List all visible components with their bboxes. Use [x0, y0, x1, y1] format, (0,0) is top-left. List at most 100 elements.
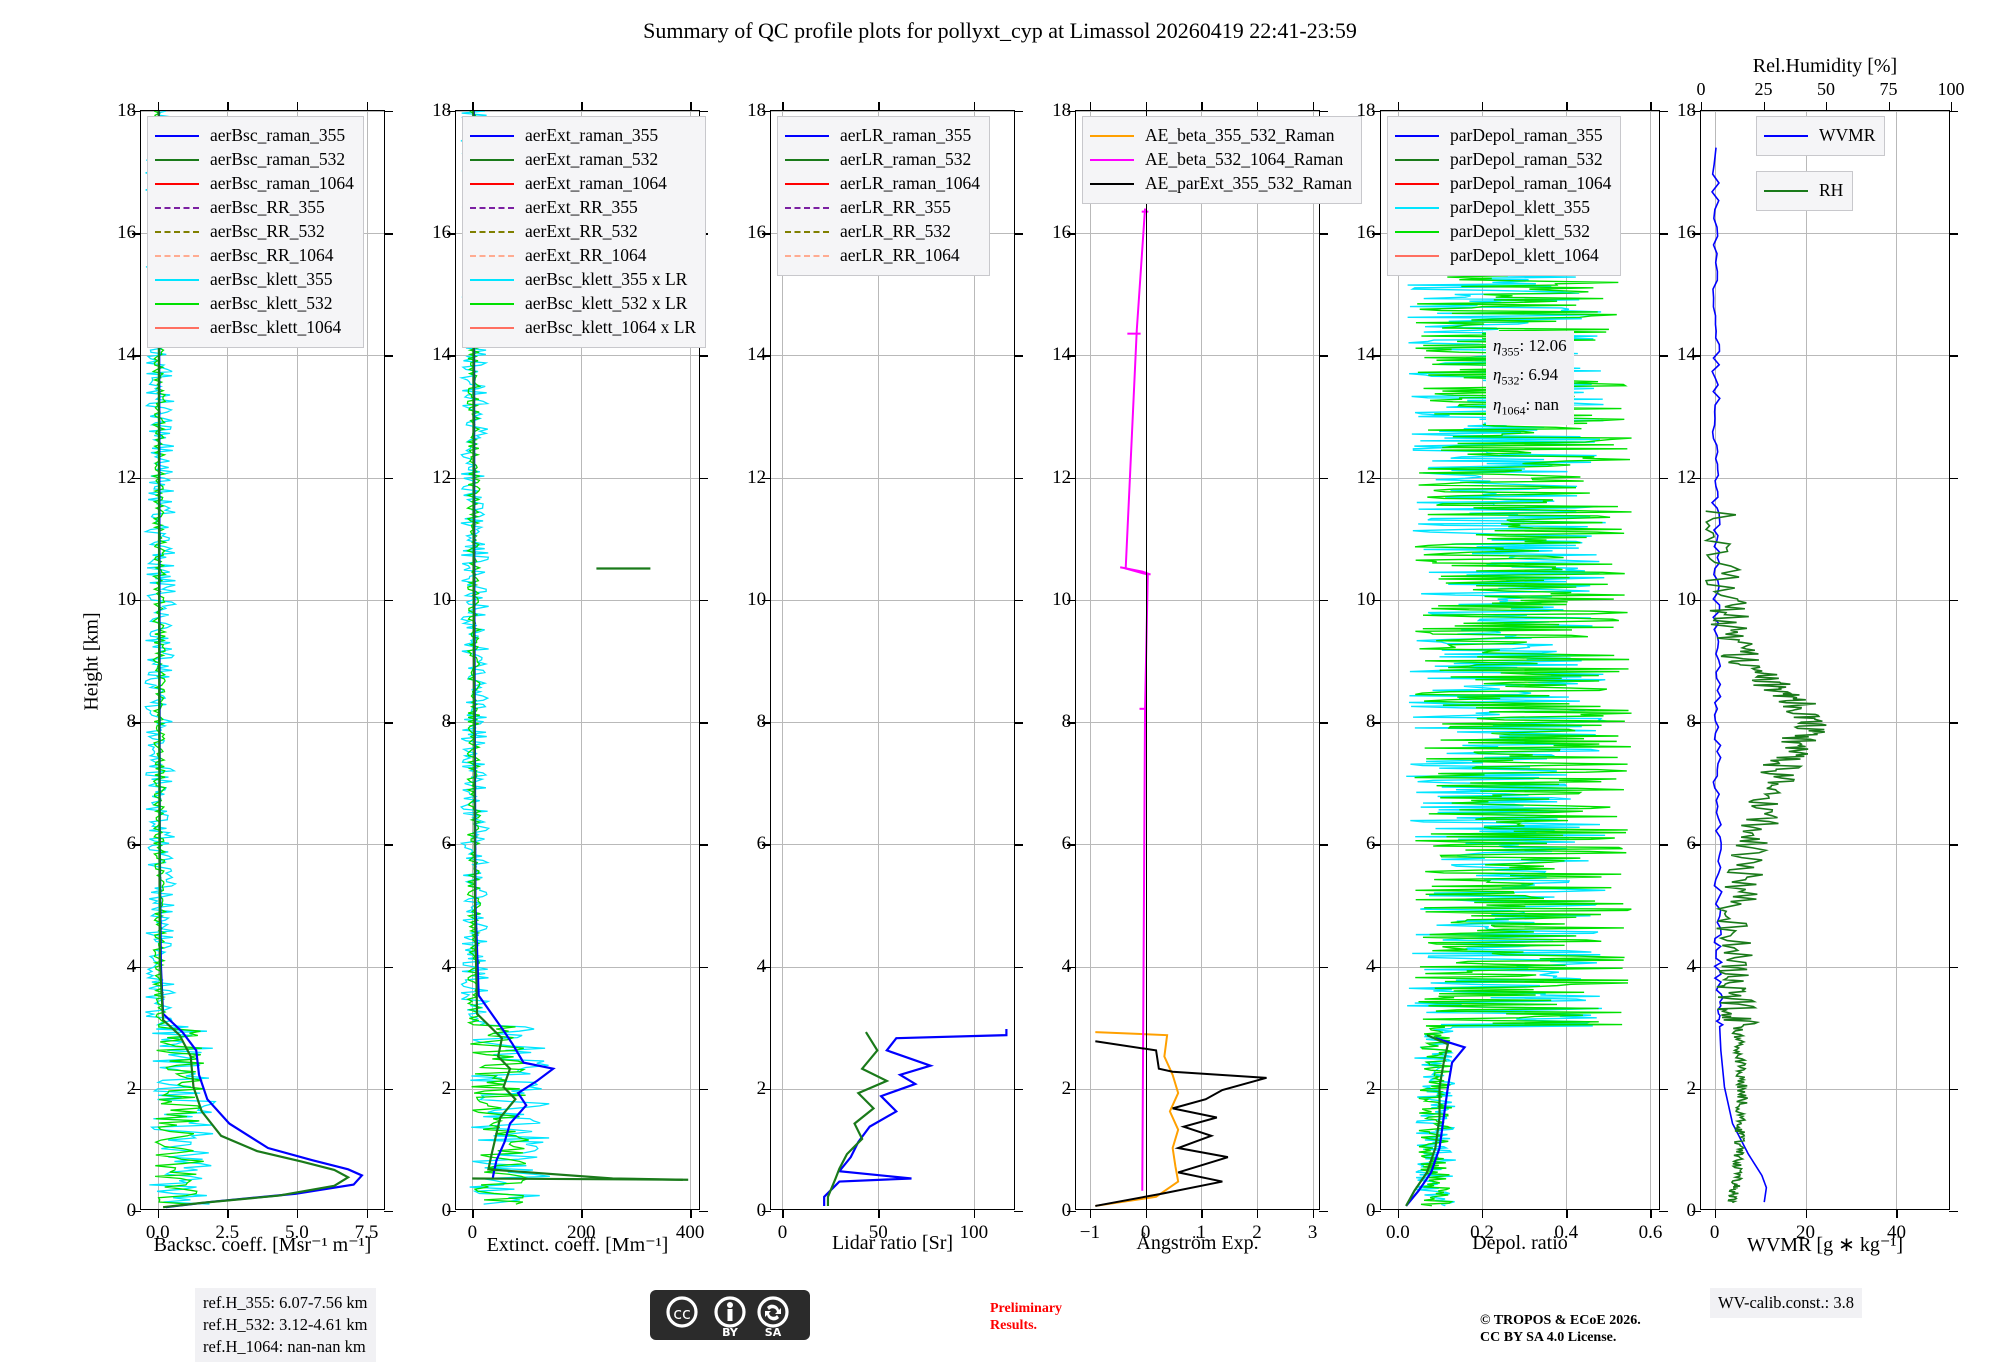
legend-row[interactable]: aerBsc_klett_532	[155, 292, 354, 316]
y-tick	[1949, 599, 1958, 602]
gridline-v	[1650, 111, 1652, 1209]
legend-row[interactable]: aerExt_RR_532	[470, 220, 696, 244]
gridline-h	[456, 844, 699, 846]
legend-row[interactable]: aerBsc_raman_1064	[155, 172, 354, 196]
y-tick	[1372, 477, 1381, 480]
wv-calib-box: WV-calib.const.: 3.8	[1710, 1288, 1862, 1318]
legend-label: aerLR_RR_355	[840, 197, 951, 218]
legend-swatch	[1395, 183, 1439, 185]
legend-row[interactable]: parDepol_raman_1064	[1395, 172, 1611, 196]
legend-row[interactable]: aerLR_raman_532	[785, 148, 980, 172]
legend-row[interactable]: aerLR_raman_1064	[785, 172, 980, 196]
legend-row[interactable]: AE_beta_355_532_Raman	[1090, 124, 1352, 148]
preliminary-line: Results.	[990, 1318, 1038, 1333]
y-tick	[762, 355, 771, 357]
y-tick	[1319, 844, 1328, 846]
axis-title-backscatter: Backsc. coeff. [Msr⁻¹ m⁻¹]	[153, 1234, 372, 1256]
y-tick	[1949, 477, 1958, 480]
gridline-v	[782, 111, 784, 1209]
legend-row[interactable]: AE_beta_532_1064_Raman	[1090, 148, 1352, 172]
y-tick	[384, 844, 393, 846]
legend-swatch	[470, 207, 514, 209]
legend-label: parDepol_klett_355	[1450, 197, 1590, 218]
legend-row[interactable]: WVMR	[1764, 124, 1875, 148]
y-tick	[384, 599, 393, 602]
y-tick-label: 12	[747, 466, 767, 488]
gridline-v	[366, 111, 368, 1209]
gridline-h	[141, 966, 384, 968]
y-tick-label: 6	[756, 833, 767, 855]
legend-row[interactable]: aerLR_RR_1064	[785, 244, 980, 268]
y-tick	[762, 233, 771, 235]
legend-row[interactable]: aerBsc_raman_532	[155, 148, 354, 172]
legend-row[interactable]: parDepol_klett_1064	[1395, 244, 1611, 268]
y-tick	[1014, 1211, 1023, 1213]
x-tick	[973, 1209, 976, 1218]
legend-row[interactable]: parDepol_klett_532	[1395, 220, 1611, 244]
ref-height-box: ref.H_355: 6.07-7.56 km ref.H_532: 3.12-4…	[195, 1288, 376, 1362]
y-tick	[1372, 722, 1381, 724]
y-tick-label: 6	[126, 833, 137, 855]
y-tick	[447, 844, 456, 846]
x-tick-label: 0	[1140, 1222, 1151, 1243]
x-tick-label: 0.2	[1470, 1222, 1494, 1243]
gridline-h	[1701, 233, 1949, 235]
legend-row[interactable]: parDepol_klett_355	[1395, 196, 1611, 220]
legend-row[interactable]: aerBsc_klett_1064	[155, 316, 354, 340]
y-tick-label: 14	[1052, 344, 1072, 366]
y-tick-label: 14	[1356, 344, 1376, 366]
legend-swatch	[470, 159, 514, 161]
plot-area-wvmr	[1701, 111, 1949, 1209]
legend-row[interactable]: aerBsc_RR_532	[155, 220, 354, 244]
legend-row[interactable]: parDepol_raman_355	[1395, 124, 1611, 148]
y-tick-label: 4	[1686, 955, 1697, 977]
legend-row[interactable]: aerBsc_RR_1064	[155, 244, 354, 268]
plot-area-lidar-ratio	[771, 111, 1014, 1209]
y-tick	[1692, 1088, 1701, 1091]
y-tick-label: 2	[1061, 1077, 1072, 1099]
y-tick	[447, 966, 456, 968]
y-tick-label: 2	[1686, 1077, 1697, 1099]
y-tick-label: 8	[1365, 711, 1376, 733]
legend-row[interactable]: aerBsc_raman_355	[155, 124, 354, 148]
legend-row[interactable]: aerExt_RR_1064	[470, 244, 696, 268]
legend-row[interactable]: aerBsc_klett_355	[155, 268, 354, 292]
legend-row[interactable]: aerExt_RR_355	[470, 196, 696, 220]
gridline-h	[141, 1088, 384, 1090]
legend-row[interactable]: aerBsc_klett_1064 x LR	[470, 316, 696, 340]
legend-row[interactable]: aerLR_RR_532	[785, 220, 980, 244]
y-tick	[132, 844, 141, 846]
legend-row[interactable]: aerBsc_klett_355 x LR	[470, 268, 696, 292]
legend-row[interactable]: aerExt_raman_355	[470, 124, 696, 148]
legend-swatch	[470, 303, 514, 305]
y-tick-label: 12	[432, 466, 452, 488]
y-tick	[762, 966, 771, 968]
y-tick-label: 8	[441, 711, 452, 733]
y-tick	[384, 355, 393, 357]
legend-row[interactable]: aerLR_raman_355	[785, 124, 980, 148]
legend-swatch	[155, 183, 199, 185]
y-tick	[447, 111, 456, 113]
legend-row[interactable]: aerExt_raman_1064	[470, 172, 696, 196]
legend-row[interactable]: RH	[1764, 179, 1843, 203]
legend-row[interactable]: aerBsc_RR_355	[155, 196, 354, 220]
gridline-v	[1256, 111, 1258, 1209]
legend-row[interactable]: aerBsc_klett_532 x LR	[470, 292, 696, 316]
legend-row[interactable]: AE_parExt_355_532_Raman	[1090, 172, 1352, 196]
y-tick	[1014, 966, 1023, 968]
y-tick	[1319, 1088, 1328, 1091]
creative-commons-badge: cc BY SA	[650, 1290, 810, 1340]
gridline-h	[141, 599, 384, 601]
y-tick-label: 4	[1061, 955, 1072, 977]
legend-row[interactable]: aerLR_RR_355	[785, 196, 980, 220]
legend-swatch	[785, 135, 829, 137]
gridline-v	[690, 111, 692, 1209]
y-tick	[699, 844, 708, 846]
x-tick-label: 200	[566, 1222, 596, 1243]
y-tick	[1067, 844, 1076, 846]
legend-swatch	[1395, 207, 1439, 209]
svg-text:BY: BY	[722, 1326, 739, 1339]
plot-area-extinction	[456, 111, 699, 1209]
legend-row[interactable]: parDepol_raman_532	[1395, 148, 1611, 172]
legend-row[interactable]: aerExt_raman_532	[470, 148, 696, 172]
